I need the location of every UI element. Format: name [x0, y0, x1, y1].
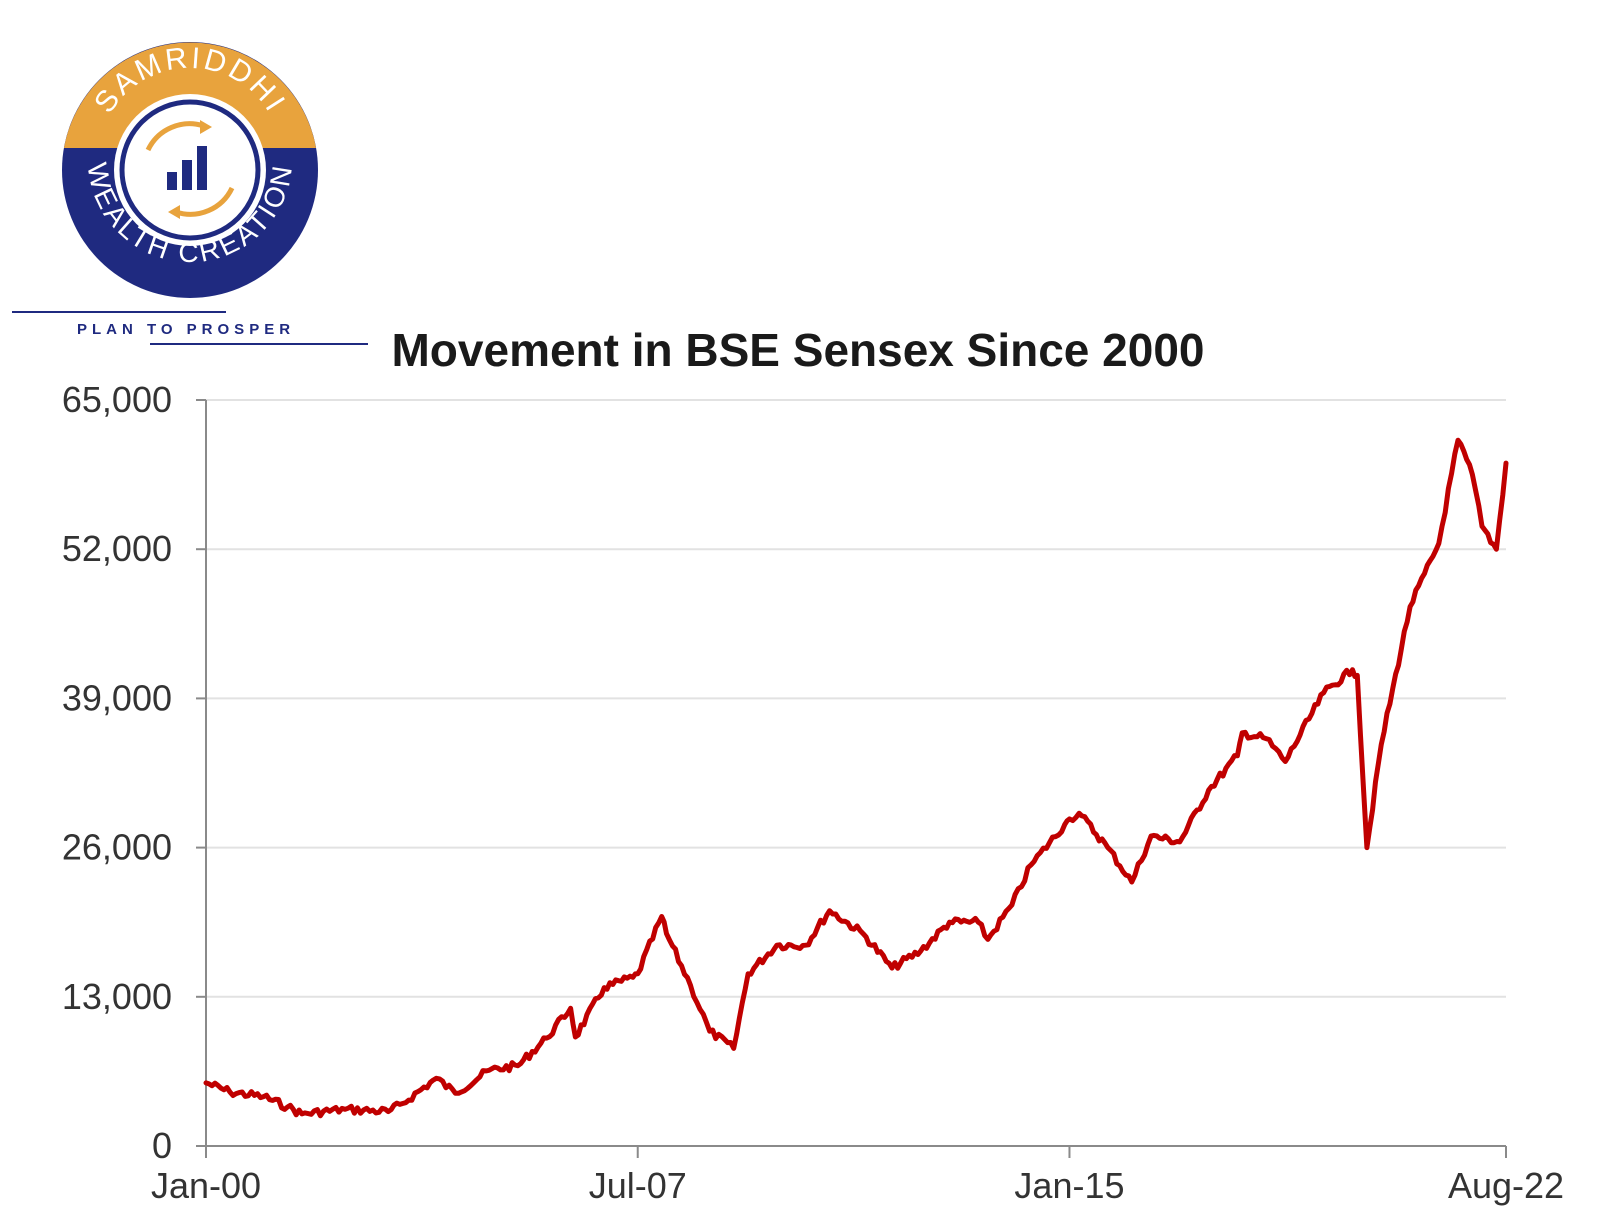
gridlines — [206, 399, 1506, 998]
sensex-series-line — [203, 437, 1509, 1119]
y-tick-label: 65,000 — [62, 379, 172, 420]
x-axis-ticks: Jan-00 Jul-07 Jan-15 Aug-22 — [151, 1146, 1564, 1206]
logo-inner-navy-line — [119, 99, 261, 241]
x-tick-label: Jan-00 — [151, 1165, 261, 1206]
y-tick-label: 52,000 — [62, 528, 172, 569]
x-tick-label: Aug-22 — [1448, 1165, 1564, 1206]
x-tick-label: Jul-07 — [589, 1165, 687, 1206]
brand-logo: SAMRIDDHI WEALTH CREATION PLAN TO PROSPE… — [12, 41, 368, 345]
y-tick-label: 39,000 — [62, 677, 172, 718]
bar-chart-cycle-icon — [145, 120, 235, 219]
y-tick-label: 13,000 — [62, 976, 172, 1017]
x-tick-label: Jan-15 — [1014, 1165, 1124, 1206]
y-tick-label: 0 — [152, 1125, 172, 1166]
y-axis-ticks: 0 13,000 26,000 39,000 52,000 65,000 — [62, 379, 206, 1166]
y-tick-label: 26,000 — [62, 827, 172, 868]
logo-tagline: PLAN TO PROSPER — [77, 321, 295, 338]
chart-title: Movement in BSE Sensex Since 2000 — [391, 324, 1204, 376]
